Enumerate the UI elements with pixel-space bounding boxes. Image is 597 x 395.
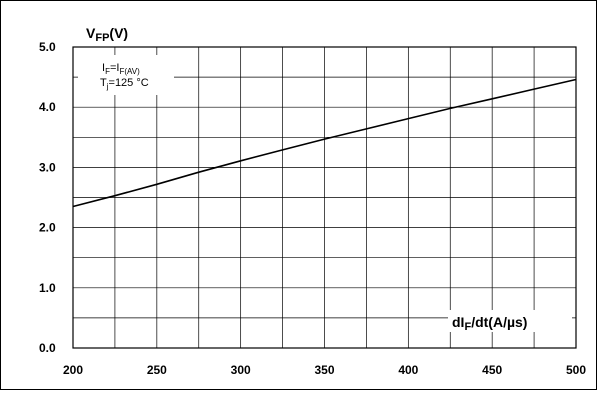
y-tick-label: 5.0 [39,40,56,54]
y-tick-label: 3.0 [39,160,56,174]
y-tick-label: 0.0 [39,341,56,355]
series-group [72,78,577,208]
y-tick-label: 1.0 [39,281,56,295]
condition-current: IF=IF(AV) [102,62,140,76]
y-tick-labels: 0.0 1.0 2.0 3.0 4.0 5.0 [39,40,56,355]
x-tick-labels: 200 250 300 350 400 450 500 [63,363,586,377]
grid [73,47,576,348]
x-axis-label: dIF/dt(A/µs) [452,314,527,333]
x-tick-label: 350 [314,363,334,377]
x-label-bg [448,310,572,332]
plot-frame [72,46,577,349]
x-tick-label: 450 [482,363,502,377]
x-tick-label: 200 [63,363,83,377]
y-axis-label: VFP(V) [86,25,128,44]
condition-temperature: Tj=125 °C [100,77,149,91]
x-tick-label: 250 [147,363,167,377]
x-tick-label: 300 [231,363,251,377]
y-tick-label: 2.0 [39,221,56,235]
x-tick-label: 500 [566,363,586,377]
x-tick-label: 400 [398,363,418,377]
y-label-bg [82,22,142,42]
conditions-box: IF=IF(AV) Tj=125 °C [78,55,174,95]
y-tick-label: 4.0 [39,100,56,114]
series-line [72,78,577,208]
